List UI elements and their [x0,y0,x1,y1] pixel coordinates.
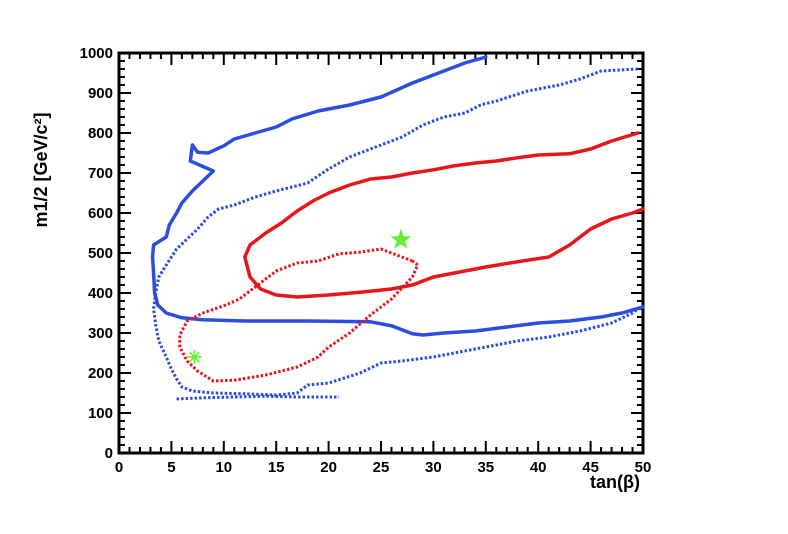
y-tick-label: 500 [88,245,113,262]
y-tick-label: 400 [88,285,113,302]
asterisk-marker [187,350,202,364]
contour-red-solid-3 [243,131,645,299]
curves [150,55,645,401]
ticks: 0 5 10 15 20 25 30 35 40 45 5001002003004005006007… [80,45,652,476]
x-tick-label: 5 [167,459,175,476]
y-tick-label: 300 [88,325,113,342]
x-tick-label: 10 [215,459,232,476]
plot-frame [117,51,645,455]
star-marker [390,228,412,249]
y-axis-label: m1/2 [GeV/c²] [31,112,51,227]
x-tick-label: 25 [373,459,390,476]
contour-blue-solid-0 [150,55,645,337]
x-tick-label: 40 [530,459,547,476]
markers [187,228,412,364]
x-tick-label: 20 [320,459,337,476]
y-tick-label: 800 [88,125,113,142]
contour-blue-dotted-1 [152,67,644,397]
y-tick-label: 200 [88,365,113,382]
y-tick-label: 0 [105,445,113,462]
y-tick-label: 600 [88,205,113,222]
y-tick-label: 700 [88,165,113,182]
y-tick-label: 900 [88,85,113,102]
x-tick-label: 15 [268,459,285,476]
x-tick-label: 50 [635,459,652,476]
x-axis-label: tan(β) [590,472,640,492]
y-tick-label: 1000 [80,45,113,62]
contour-red-dotted-4 [178,247,420,383]
x-tick-label: 30 [425,459,442,476]
contour-blue-dotted-2 [176,394,340,401]
x-tick-label: 35 [477,459,494,476]
x-tick-label: 45 [582,459,599,476]
asterisk-stroke [188,351,200,363]
y-tick-label: 100 [88,405,113,422]
x-tick-label: 0 [115,459,123,476]
